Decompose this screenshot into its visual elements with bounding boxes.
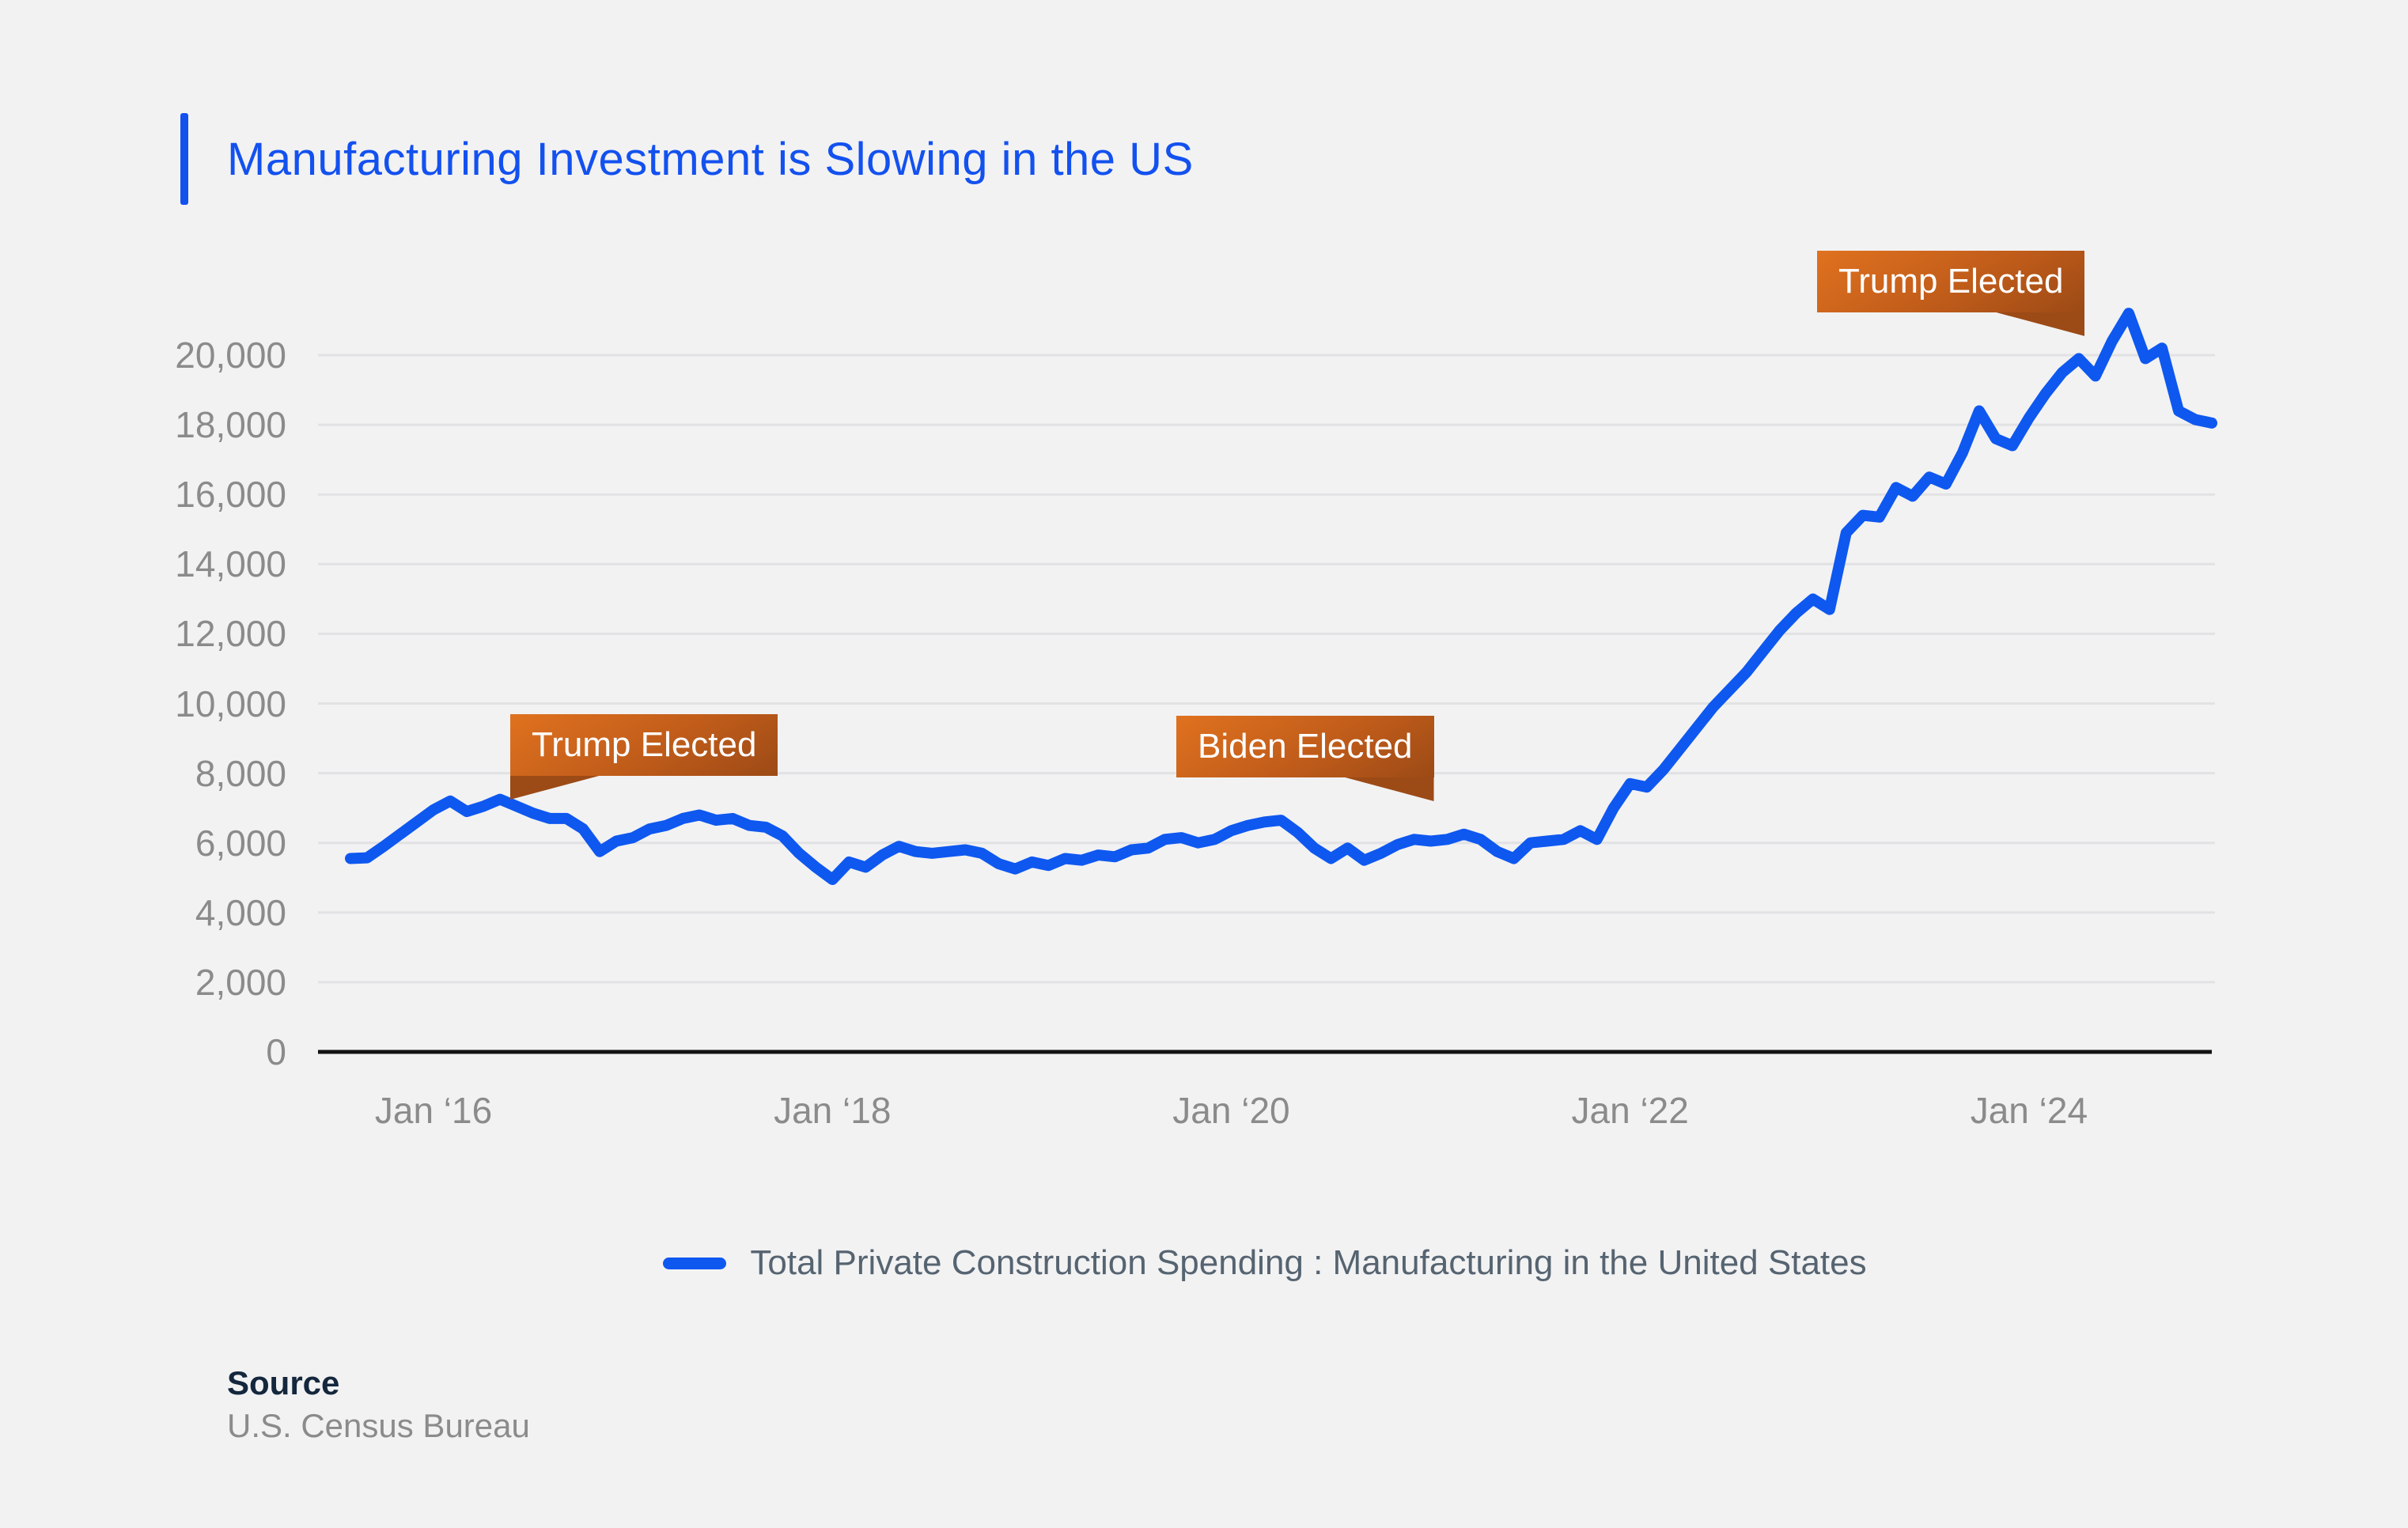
y-tick-label: 20,000: [175, 335, 286, 376]
legend: Total Private Construction Spending : Ma…: [318, 1243, 2212, 1283]
annotation-label: Biden Elected: [1198, 727, 1413, 766]
annotation-trump-elected-2016: Trump Elected: [510, 714, 778, 776]
page-title: Manufacturing Investment is Slowing in t…: [227, 133, 1194, 185]
legend-line-swatch: [663, 1257, 727, 1269]
annotation-biden-elected-2020: Biden Elected: [1176, 716, 1434, 777]
y-tick-label: 4,000: [195, 891, 286, 933]
y-tick-label: 2,000: [195, 961, 286, 1003]
source-value: U.S. Census Bureau: [227, 1407, 530, 1444]
x-tick-label: Jan ‘20: [1172, 1090, 1290, 1131]
y-tick-label: 12,000: [175, 613, 286, 655]
annotation-label: Trump Elected: [1838, 262, 2064, 301]
y-tick-label: 14,000: [175, 543, 286, 585]
y-tick-label: 16,000: [175, 474, 286, 516]
title-accent-bar: [180, 113, 188, 205]
x-tick-label: Jan ‘18: [774, 1090, 892, 1131]
x-tick-label: Jan ‘22: [1571, 1090, 1689, 1131]
source-block: Source U.S. Census Bureau: [227, 1362, 530, 1447]
x-tick-label: Jan ‘24: [1970, 1090, 2088, 1131]
y-tick-label: 18,000: [175, 404, 286, 446]
x-tick-label: Jan ‘16: [374, 1090, 493, 1131]
annotation-label: Trump Elected: [532, 725, 757, 764]
annotation-trump-elected-2024: Trump Elected: [1817, 251, 2085, 312]
data-line-series: [345, 308, 2217, 885]
legend-label: Total Private Construction Spending : Ma…: [750, 1243, 1867, 1282]
y-tick-label: 0: [266, 1031, 286, 1072]
y-tick-label: 6,000: [195, 822, 286, 864]
y-tick-label: 10,000: [175, 683, 286, 724]
y-tick-label: 8,000: [195, 752, 286, 794]
title-block: Manufacturing Investment is Slowing in t…: [180, 112, 1194, 206]
source-label: Source: [227, 1364, 340, 1401]
